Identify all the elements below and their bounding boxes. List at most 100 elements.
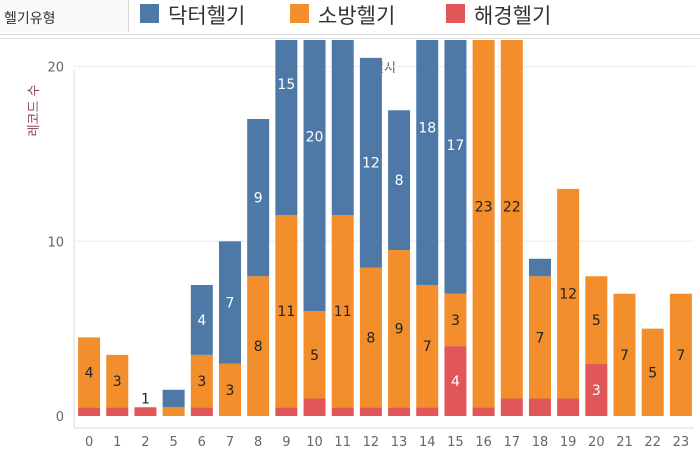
bar-23-series-1 <box>669 293 692 416</box>
bar-16-series-0 <box>472 407 495 416</box>
bar-14-series-0 <box>416 407 439 416</box>
data-label-13-series-1: 9 <box>395 322 404 338</box>
bar-19-series-0 <box>557 398 580 416</box>
data-label-8-series-1: 8 <box>254 339 263 355</box>
bar-18-series-1 <box>528 276 551 399</box>
data-label-12-series-1: 8 <box>366 330 375 346</box>
bar-9-series-2 <box>275 40 298 216</box>
bar-19-series-1 <box>557 188 580 399</box>
data-label-17-series-1: 22 <box>503 199 521 215</box>
data-label-14-series-2: 18 <box>418 121 436 137</box>
data-label-13-series-2: 8 <box>395 173 404 189</box>
bar-1-series-1 <box>106 354 129 408</box>
bar-17-series-0 <box>500 398 523 416</box>
data-label-18-series-1: 7 <box>536 330 545 346</box>
x-tick-label-8: 8 <box>254 435 262 450</box>
legend-title: 헬기유형 <box>4 11 56 27</box>
data-label-20-series-1: 5 <box>592 313 601 329</box>
legend-title-box: 헬기유형 <box>0 0 129 32</box>
legend-swatch-fire <box>290 4 309 23</box>
bar-11-series-0 <box>331 407 354 416</box>
bar-22-series-1 <box>641 328 664 416</box>
x-tick-label-5: 5 <box>169 435 177 450</box>
bar-6-series-0 <box>190 407 213 416</box>
bar-14-series-1 <box>416 284 439 408</box>
bar-8-series-2 <box>247 119 270 277</box>
x-tick-label-1: 1 <box>113 435 121 450</box>
bar-0-series-1 <box>78 337 101 408</box>
bar-15-series-2 <box>444 40 467 294</box>
bar-7-series-2 <box>218 241 241 364</box>
bar-13-series-2 <box>388 110 411 251</box>
x-tick-label-10: 10 <box>306 435 323 450</box>
bar-2-series-0 <box>134 407 157 416</box>
bar-0-series-0 <box>78 407 101 416</box>
x-tick-label-7: 7 <box>226 435 234 450</box>
bar-9-series-1 <box>275 215 298 408</box>
data-label-15-series-0: 4 <box>451 374 460 390</box>
bar-10-series-2 <box>303 40 326 312</box>
bar-8-series-1 <box>247 276 270 416</box>
data-label-20-series-0: 3 <box>592 383 601 399</box>
data-label-16-series-1: 23 <box>475 199 493 215</box>
bar-15-series-1 <box>444 293 467 347</box>
legend-label-doctor: 닥터헬기 <box>168 4 246 28</box>
bar-20-series-1 <box>585 276 608 364</box>
data-label-10-series-2: 20 <box>306 129 324 145</box>
data-label-14-series-1: 7 <box>423 339 432 355</box>
data-label-6-series-2: 4 <box>197 313 206 329</box>
bar-14-series-2 <box>416 40 439 285</box>
data-label-21-series-1: 7 <box>620 348 629 364</box>
x-tick-label-22: 22 <box>644 435 661 450</box>
bar-16-series-1 <box>472 40 495 408</box>
y-tick-label-0: 0 <box>56 410 64 425</box>
x-tick-label-12: 12 <box>363 435 380 450</box>
bar-15-series-0 <box>444 346 467 416</box>
x-tick-label-19: 19 <box>560 435 577 450</box>
data-label-23-series-1: 7 <box>676 348 685 364</box>
data-label-22-series-1: 5 <box>648 365 657 381</box>
legend-label-coastguard: 해경헬기 <box>474 4 552 28</box>
bar-18-series-2 <box>528 258 551 277</box>
legend-bar: 헬기유형 닥터헬기 소방헬기 해경헬기 <box>0 0 700 35</box>
data-label-7-series-2: 7 <box>226 295 235 311</box>
x-tick-label-6: 6 <box>198 435 206 450</box>
data-label-6-series-1: 3 <box>197 374 206 390</box>
x-tick-label-16: 16 <box>475 435 492 450</box>
x-tick-label-14: 14 <box>419 435 436 450</box>
x-tick-label-13: 13 <box>391 435 408 450</box>
data-label-8-series-2: 9 <box>254 191 263 207</box>
bar-21-series-1 <box>613 293 636 416</box>
x-tick-label-21: 21 <box>616 435 633 450</box>
bar-10-series-1 <box>303 311 326 399</box>
data-label-9-series-1: 11 <box>277 304 295 320</box>
legend-swatch-coastguard <box>446 4 465 23</box>
bar-12-series-1 <box>359 267 382 408</box>
data-label-11-series-1: 11 <box>334 304 352 320</box>
bar-10-series-0 <box>303 398 326 416</box>
data-label-10-series-1: 5 <box>310 348 319 364</box>
data-label-19-series-1: 12 <box>559 287 577 303</box>
bar-20-series-0 <box>585 363 608 416</box>
legend-swatch-doctor <box>140 4 159 23</box>
bar-5-series-2 <box>162 389 185 408</box>
x-tick-label-9: 9 <box>282 435 290 450</box>
bar-6-series-1 <box>190 354 213 408</box>
y-axis-label: 레코드 수 <box>27 84 42 136</box>
bar-12-series-0 <box>359 407 382 416</box>
bar-11-series-1 <box>331 215 354 408</box>
bar-12-series-2 <box>359 57 382 268</box>
data-label-2-series-0: 1 <box>141 391 150 407</box>
x-tick-label-23: 23 <box>673 435 690 450</box>
x-tick-label-15: 15 <box>447 435 464 450</box>
bar-17-series-1 <box>500 40 523 399</box>
data-label-15-series-2: 17 <box>447 138 465 154</box>
bar-6-series-2 <box>190 284 213 355</box>
data-label-9-series-2: 15 <box>277 77 295 93</box>
x-tick-label-2: 2 <box>141 435 149 450</box>
y-tick-label-10: 10 <box>47 235 64 250</box>
bar-11-series-2 <box>331 40 354 216</box>
separator-line <box>0 38 700 39</box>
bar-9-series-0 <box>275 407 298 416</box>
bar-18-series-0 <box>528 398 551 416</box>
